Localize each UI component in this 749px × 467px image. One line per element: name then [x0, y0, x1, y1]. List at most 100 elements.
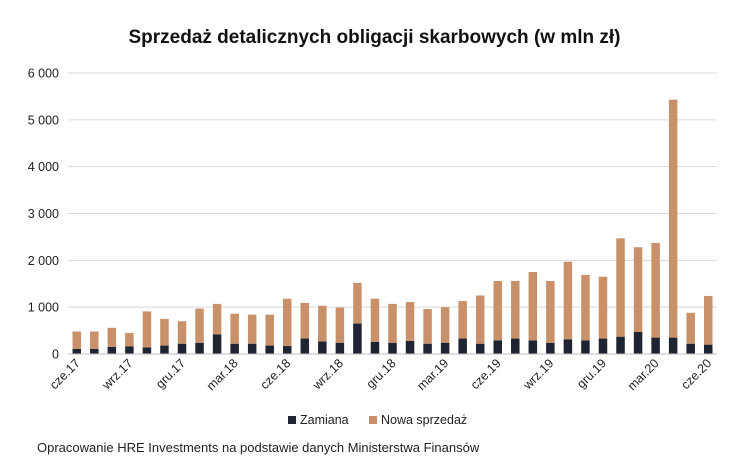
bars	[72, 99, 713, 354]
bar-nowa-sprzedaz	[598, 276, 608, 339]
x-tick-label: wrz.18	[309, 356, 346, 393]
bar-zamiana	[616, 336, 625, 354]
x-tick-label: mar.20	[625, 356, 662, 393]
x-tick-label: wrz.19	[520, 356, 557, 393]
bar-nowa-sprzedaz	[212, 303, 222, 335]
bar-zamiana	[335, 342, 345, 354]
bar-nowa-sprzedaz	[335, 307, 345, 343]
legend: Zamiana Nowa sprzedaż	[288, 413, 467, 427]
x-tick-label: wrz.17	[99, 356, 136, 393]
bar-nowa-sprzedaz	[370, 298, 380, 342]
y-tick-label: 3 000	[28, 207, 59, 221]
y-tick-label: 0	[52, 348, 59, 362]
bar-zamiana	[598, 338, 608, 354]
bar-zamiana	[160, 345, 169, 354]
bar-nowa-sprzedaz	[300, 302, 310, 339]
y-tick-label: 6 000	[28, 67, 59, 81]
x-tick-label: cze.20	[678, 356, 714, 392]
bar-nowa-sprzedaz	[125, 332, 134, 347]
bar-nowa-sprzedaz	[353, 282, 362, 324]
bar-zamiana	[318, 341, 327, 354]
bar-nowa-sprzedaz	[195, 308, 204, 343]
x-tick-label: cze.19	[468, 356, 504, 392]
bar-zamiana	[475, 343, 485, 354]
bar-zamiana	[230, 343, 239, 354]
bar-nowa-sprzedaz	[107, 327, 117, 347]
bar-nowa-sprzedaz	[90, 331, 99, 349]
bar-zamiana	[423, 343, 432, 354]
legend-swatch	[288, 416, 296, 424]
bar-zamiana	[72, 348, 82, 354]
legend-label: Zamiana	[300, 413, 349, 427]
bar-zamiana	[107, 346, 117, 354]
bar-nowa-sprzedaz	[405, 302, 415, 341]
bar-zamiana	[511, 338, 520, 354]
bar-zamiana	[686, 343, 695, 354]
bar-zamiana	[353, 323, 362, 354]
bar-nowa-sprzedaz	[440, 307, 450, 343]
bar-nowa-sprzedaz	[283, 298, 292, 347]
bar-zamiana	[195, 342, 204, 354]
legend-swatch	[369, 416, 377, 424]
y-tick-label: 5 000	[28, 113, 59, 127]
bar-zamiana	[703, 344, 713, 354]
x-tick-label: gru.17	[153, 356, 188, 391]
bar-nowa-sprzedaz	[318, 305, 327, 342]
y-tick-label: 1 000	[28, 301, 59, 315]
bar-zamiana	[90, 348, 99, 354]
bar-zamiana	[633, 331, 643, 354]
bar-nowa-sprzedaz	[528, 272, 538, 341]
bar-nowa-sprzedaz	[423, 309, 432, 344]
bar-zamiana	[405, 340, 415, 354]
bar-nowa-sprzedaz	[581, 274, 590, 341]
x-tick-label: gru.18	[364, 356, 399, 391]
bar-nowa-sprzedaz	[177, 321, 187, 344]
bar-nowa-sprzedaz	[388, 303, 397, 343]
bar-zamiana	[458, 338, 467, 354]
chart-title: Sprzedaż detalicznych obligacji skarbowy…	[128, 27, 621, 48]
y-tick-label: 4 000	[28, 160, 59, 174]
bar-zamiana	[668, 337, 678, 354]
bar-zamiana	[300, 338, 310, 354]
source-note: Opracowanie HRE Investments na podstawie…	[37, 440, 480, 455]
bar-nowa-sprzedaz	[160, 318, 169, 346]
bar-nowa-sprzedaz	[142, 311, 152, 348]
bar-nowa-sprzedaz	[265, 314, 274, 346]
bar-nowa-sprzedaz	[247, 314, 257, 344]
bar-zamiana	[283, 346, 292, 354]
bar-nowa-sprzedaz	[546, 280, 555, 343]
bar-nowa-sprzedaz	[230, 313, 239, 344]
bar-zamiana	[265, 345, 274, 354]
y-axis-ticks: 0 1 000 2 000 3 000 4 000 5 000 6 000	[28, 67, 59, 362]
bar-zamiana	[440, 342, 450, 354]
bar-nowa-sprzedaz	[511, 280, 520, 339]
x-axis-ticks: cze.17 wrz.17 gru.17 mar.18 cze.18 wrz.18 gru.…	[47, 356, 714, 393]
legend-label: Nowa sprzedaż	[381, 413, 467, 427]
x-tick-label: mar.18	[204, 356, 241, 393]
bar-nowa-sprzedaz	[651, 243, 660, 338]
bar-zamiana	[493, 340, 502, 354]
y-tick-label: 2 000	[28, 254, 59, 268]
bar-nowa-sprzedaz	[668, 99, 678, 338]
bar-nowa-sprzedaz	[493, 280, 502, 341]
bar-nowa-sprzedaz	[475, 295, 485, 344]
bar-nowa-sprzedaz	[633, 247, 643, 332]
bar-nowa-sprzedaz	[686, 312, 695, 344]
bar-zamiana	[563, 339, 573, 354]
bar-zamiana	[651, 337, 660, 354]
bar-zamiana	[528, 340, 538, 354]
x-tick-label: mar.19	[414, 356, 451, 393]
bar-zamiana	[125, 346, 134, 354]
bar-zamiana	[177, 343, 187, 354]
bar-nowa-sprzedaz	[563, 261, 573, 340]
bar-nowa-sprzedaz	[703, 295, 713, 345]
bar-zamiana	[546, 342, 555, 354]
bar-nowa-sprzedaz	[458, 301, 467, 339]
bar-nowa-sprzedaz	[616, 238, 625, 337]
x-tick-label: cze.18	[257, 356, 293, 392]
bar-zamiana	[388, 342, 397, 354]
bar-zamiana	[370, 341, 380, 354]
bar-nowa-sprzedaz	[72, 331, 82, 349]
bar-zamiana	[247, 343, 257, 354]
